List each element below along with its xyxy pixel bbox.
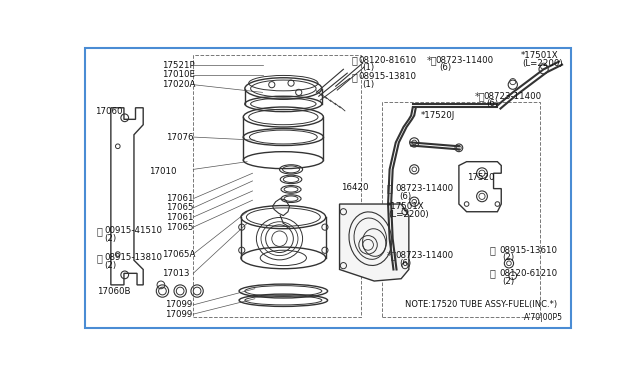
Text: (2): (2): [502, 253, 514, 262]
Text: 17010E: 17010E: [163, 70, 195, 79]
Text: (2): (2): [105, 234, 117, 243]
Text: NOTE:17520 TUBE ASSY-FUEL(INC.*): NOTE:17520 TUBE ASSY-FUEL(INC.*): [405, 299, 557, 309]
Text: 17060: 17060: [95, 107, 123, 116]
Text: (L=2200): (L=2200): [522, 59, 563, 68]
Text: 17065A: 17065A: [163, 250, 196, 259]
Text: 17065: 17065: [166, 222, 194, 232]
Text: Ⓑ: Ⓑ: [351, 55, 357, 65]
Bar: [382, 102, 540, 317]
Text: 08120-61210: 08120-61210: [499, 269, 557, 278]
Text: 08120-81610: 08120-81610: [359, 55, 417, 64]
Text: 00915-41510: 00915-41510: [105, 227, 163, 235]
Text: 17013: 17013: [163, 269, 190, 278]
Text: (L=2200): (L=2200): [388, 209, 429, 218]
Text: Ⓑ: Ⓑ: [490, 268, 495, 278]
Text: A'70|00P5: A'70|00P5: [524, 313, 563, 322]
Bar: [193, 55, 361, 317]
Text: 17010: 17010: [149, 167, 177, 176]
Text: Ⓦ: Ⓦ: [97, 226, 103, 236]
Text: 17099: 17099: [164, 301, 192, 310]
Text: 17065: 17065: [166, 203, 194, 212]
Text: 17061: 17061: [166, 194, 194, 203]
Text: 08915-13810: 08915-13810: [105, 253, 163, 262]
Text: 17076: 17076: [166, 132, 194, 141]
Text: *17501X: *17501X: [520, 51, 558, 60]
Text: *Ⓒ: *Ⓒ: [474, 91, 485, 101]
Text: 17520: 17520: [467, 173, 494, 182]
Text: 17020A: 17020A: [163, 80, 196, 89]
Text: (6): (6): [486, 99, 499, 108]
Text: Ⓒ: Ⓒ: [387, 184, 392, 194]
Text: Ⓦ: Ⓦ: [490, 245, 495, 255]
Text: *Ⓒ: *Ⓒ: [387, 251, 397, 261]
Text: Ⓦ: Ⓦ: [97, 253, 103, 263]
Text: *Ⓒ: *Ⓒ: [427, 55, 437, 65]
Text: 08915-13610: 08915-13610: [499, 246, 557, 255]
Text: *17501X: *17501X: [387, 202, 424, 211]
Text: 08723-11400: 08723-11400: [436, 55, 494, 64]
Text: (1): (1): [363, 63, 375, 72]
Text: 08915-13810: 08915-13810: [359, 73, 417, 81]
Text: 08723-11400: 08723-11400: [396, 184, 454, 193]
Text: Ⓦ: Ⓦ: [351, 72, 357, 82]
Text: (6): (6): [399, 259, 411, 268]
Text: 08723-11400: 08723-11400: [484, 92, 541, 101]
Text: 16420: 16420: [341, 183, 369, 192]
Text: 17060B: 17060B: [97, 286, 131, 295]
Text: 17521P: 17521P: [163, 61, 195, 70]
Text: 17099: 17099: [164, 310, 192, 319]
Text: (1): (1): [363, 80, 375, 89]
Text: 17061: 17061: [166, 213, 194, 222]
Text: *17520J: *17520J: [420, 111, 454, 120]
Text: (2): (2): [105, 261, 117, 270]
Text: (6): (6): [399, 192, 411, 201]
Text: (6): (6): [439, 63, 451, 72]
Polygon shape: [340, 204, 409, 281]
Text: 08723-11400: 08723-11400: [396, 251, 454, 260]
Text: (2): (2): [502, 276, 514, 286]
